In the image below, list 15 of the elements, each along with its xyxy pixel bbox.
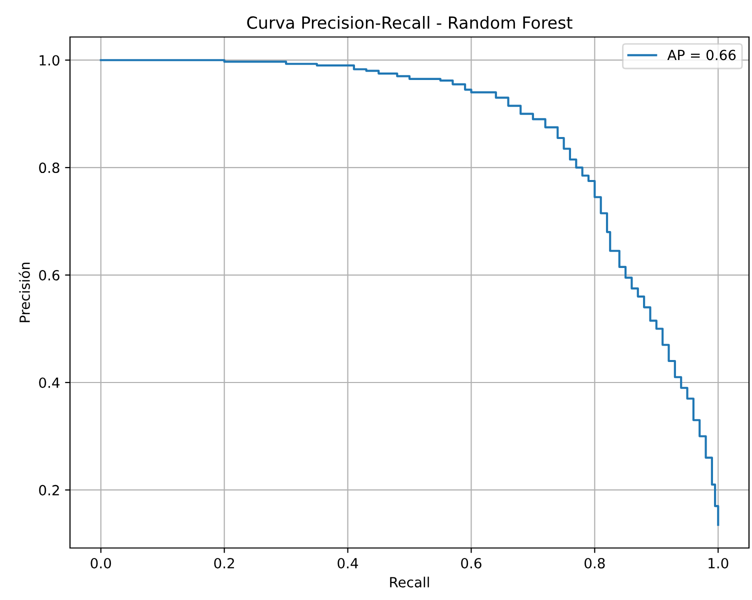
x-tick-label: 0.6	[461, 558, 482, 568]
x-axis-title: Recall	[390, 576, 429, 588]
legend-label: AP = 0.66	[667, 50, 736, 60]
chart-title: Curva Precision-Recall - Random Forest	[247, 16, 572, 29]
y-axis-title: Precisión	[18, 262, 30, 322]
x-tick-label: 1.0	[708, 558, 728, 568]
y-tick-label: 1.0	[40, 55, 60, 66]
y-tick-label: 0.4	[39, 377, 60, 388]
x-tick-label: 0.2	[214, 558, 234, 568]
x-tick-label: 0.0	[90, 558, 111, 568]
y-tick-label: 0.2	[39, 484, 59, 496]
x-tick-label: 0.4	[338, 558, 358, 568]
y-tick-label: 0.8	[39, 162, 60, 174]
x-tick-label: 0.8	[584, 558, 605, 568]
y-tick-label: 0.6	[39, 270, 60, 281]
